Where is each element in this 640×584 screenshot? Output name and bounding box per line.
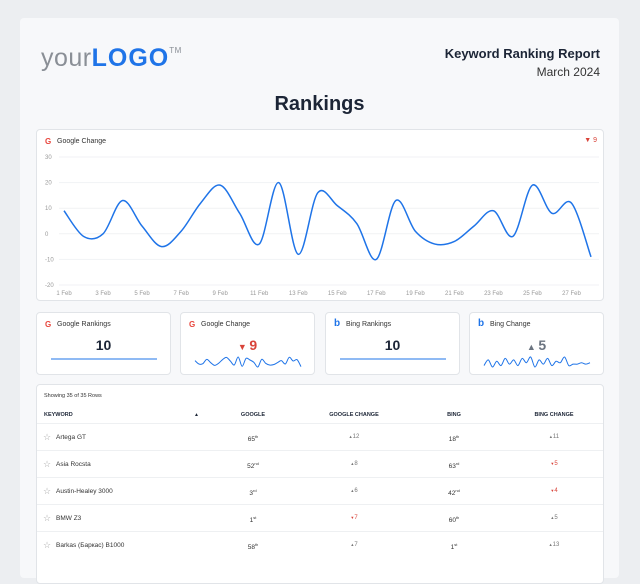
x-tick-label: 21 Feb xyxy=(445,291,464,297)
x-tick-label: 25 Feb xyxy=(523,291,542,297)
x-tick-label: 19 Feb xyxy=(406,291,425,297)
google-rank: 65th xyxy=(248,434,259,443)
row-count: Showing 35 of 35 Rows xyxy=(44,393,102,399)
google-rank: 58th xyxy=(248,542,259,551)
report-date: March 2024 xyxy=(537,65,600,79)
rankings-table: Showing 35 of 35 Rows KEYWORD ▲ GOOGLE G… xyxy=(36,384,604,584)
table-row[interactable]: ☆ Barkas (Баркас) B1000 58th ▲7 1st ▲13 xyxy=(37,531,603,558)
x-tick-label: 23 Feb xyxy=(484,291,503,297)
col-keyword[interactable]: KEYWORD xyxy=(44,412,73,418)
google-rank: 52nd xyxy=(247,461,259,470)
bing-rank: 42nd xyxy=(448,488,460,497)
sparkline-line xyxy=(195,357,301,367)
series-line xyxy=(64,183,591,260)
x-tick-label: 11 Feb xyxy=(250,291,269,297)
logo: yourLOGOTM xyxy=(41,44,182,73)
google-rank: 3rd xyxy=(249,488,256,497)
y-tick-label: -10 xyxy=(45,257,54,263)
y-tick-label: -20 xyxy=(45,283,54,289)
keyword: Asia Rocsta xyxy=(56,461,91,468)
table-row[interactable]: ☆ BMW Z3 1st ▼7 60th ▲5 xyxy=(37,504,603,531)
y-tick-label: 0 xyxy=(45,232,49,238)
bing-rank: 1st xyxy=(451,542,458,551)
x-tick-label: 27 Feb xyxy=(562,291,581,297)
google-change: ▲6 xyxy=(350,488,357,494)
y-tick-label: 30 xyxy=(45,155,52,161)
y-tick-label: 10 xyxy=(45,206,52,212)
bing-change: ▲13 xyxy=(549,542,560,548)
sparkline-line xyxy=(484,357,590,367)
star-icon[interactable]: ☆ xyxy=(43,432,51,443)
bing-change: ▲5 xyxy=(550,515,557,521)
x-tick-label: 1 Feb xyxy=(56,291,72,297)
col-google-change[interactable]: GOOGLE CHANGE xyxy=(329,412,379,418)
col-bing-change[interactable]: BING CHANGE xyxy=(534,412,573,418)
x-tick-label: 5 Feb xyxy=(134,291,150,297)
keyword: Austin-Healey 3000 xyxy=(56,488,113,495)
table-row[interactable]: ☆ Austin-Healey 3000 3rd ▲6 42nd ▼4 xyxy=(37,477,603,504)
google-change: ▼7 xyxy=(350,515,357,521)
google-change: ▲8 xyxy=(350,461,357,467)
star-icon[interactable]: ☆ xyxy=(43,540,51,551)
bing-rank: 60th xyxy=(449,515,460,524)
keyword: Artega GT xyxy=(56,434,86,441)
keyword: Barkas (Баркас) B1000 xyxy=(56,542,124,549)
x-tick-label: 3 Feb xyxy=(95,291,111,297)
sparkline xyxy=(181,313,316,376)
bing-change: ▼4 xyxy=(550,488,557,494)
sparkline xyxy=(470,313,605,376)
x-tick-label: 15 Feb xyxy=(328,291,347,297)
col-google[interactable]: GOOGLE xyxy=(241,412,265,418)
sparkline xyxy=(37,313,172,376)
page-title: Rankings xyxy=(20,93,619,116)
table-row[interactable]: ☆ Asia Rocsta 52nd ▲8 63rd ▼5 xyxy=(37,450,603,477)
sparkline xyxy=(326,313,461,376)
keyword: BMW Z3 xyxy=(56,515,81,522)
google-change: ▲12 xyxy=(349,434,360,440)
line-chart: 30 20 10 0 -10 -201 Feb 3 Feb 5 Feb 7 Feb 9 Feb 11… xyxy=(37,130,605,302)
bing-rank: 18th xyxy=(449,434,460,443)
bing-change: ▼5 xyxy=(550,461,557,467)
bing-rank: 63rd xyxy=(449,461,460,470)
google-change: ▲7 xyxy=(350,542,357,548)
x-tick-label: 17 Feb xyxy=(367,291,386,297)
star-icon[interactable]: ☆ xyxy=(43,459,51,470)
y-tick-label: 20 xyxy=(45,181,52,187)
google-rank: 1st xyxy=(250,515,257,524)
sort-indicator-icon[interactable]: ▲ xyxy=(194,412,199,418)
star-icon[interactable]: ☆ xyxy=(43,513,51,524)
table-row[interactable]: ☆ Artega GT 65th ▲12 18th ▲11 xyxy=(37,423,603,450)
report-title: Keyword Ranking Report xyxy=(445,46,600,61)
report-page: yourLOGOTM Keyword Ranking Report March … xyxy=(20,18,619,578)
col-bing[interactable]: BING xyxy=(447,412,461,418)
x-tick-label: 9 Feb xyxy=(212,291,228,297)
star-icon[interactable]: ☆ xyxy=(43,486,51,497)
x-tick-label: 7 Feb xyxy=(173,291,189,297)
bing-change: ▲11 xyxy=(549,434,559,440)
x-tick-label: 13 Feb xyxy=(289,291,308,297)
